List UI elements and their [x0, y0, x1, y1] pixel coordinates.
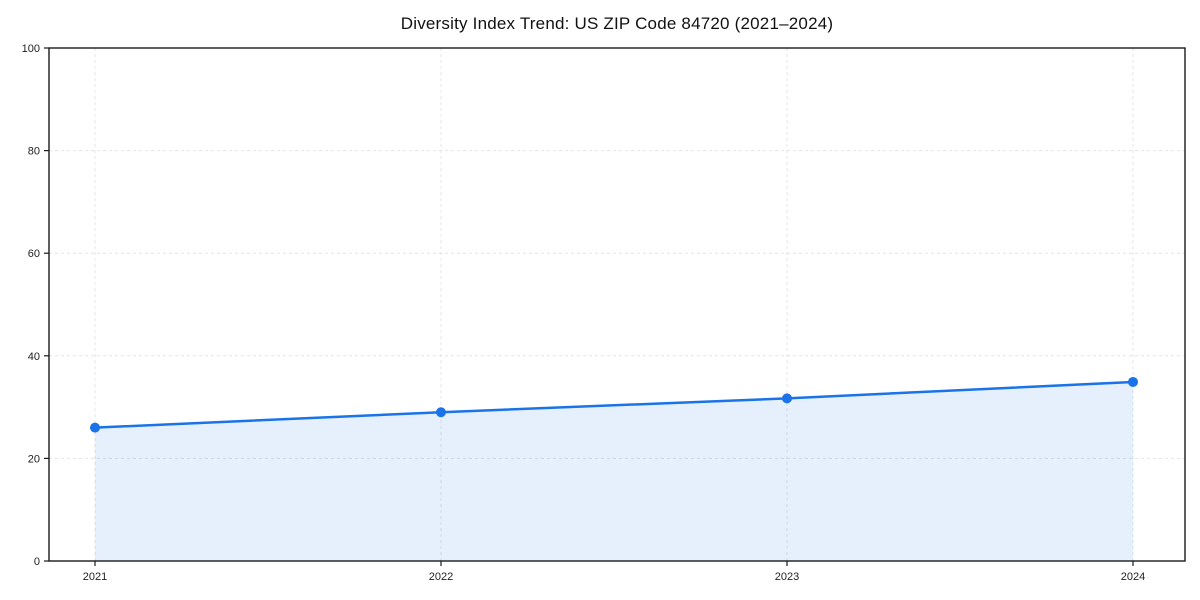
data-point-marker — [782, 393, 792, 404]
x-tick-label: 2022 — [429, 571, 453, 583]
y-tick-label: 20 — [28, 453, 40, 465]
y-tick-label: 40 — [28, 351, 40, 363]
data-point-marker — [1128, 376, 1138, 387]
trend-line — [93, 380, 1135, 429]
data-point-marker — [90, 422, 100, 433]
axes-spines — [48, 47, 1186, 562]
y-tick-label: 80 — [28, 146, 40, 158]
area-fill — [95, 381, 1133, 561]
y-tick-label: 0 — [34, 556, 40, 568]
x-tick-label: 2023 — [775, 571, 799, 583]
data-point-marker — [436, 407, 446, 418]
x-tick-label: 2021 — [83, 571, 107, 583]
y-tick-label: 100 — [22, 43, 40, 55]
x-tick-label: 2024 — [1121, 571, 1145, 583]
y-tick-label: 60 — [28, 248, 40, 260]
chart-title: Diversity Index Trend: US ZIP Code 84720… — [400, 14, 834, 33]
